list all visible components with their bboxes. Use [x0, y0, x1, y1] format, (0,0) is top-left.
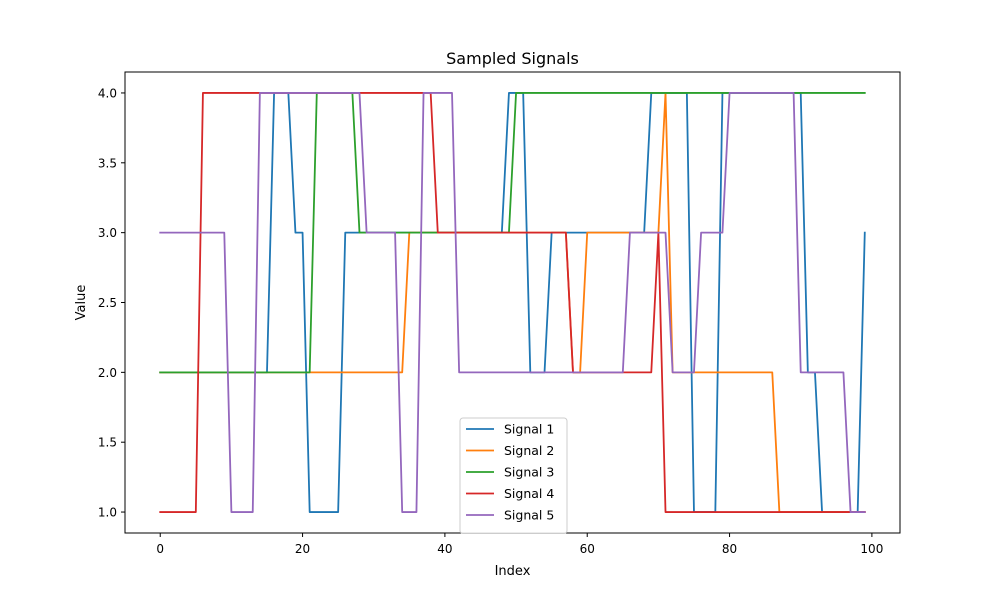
legend-label-1: Signal 1 — [504, 422, 554, 437]
x-axis: 0 20 40 60 80 100 — [156, 533, 883, 556]
x-tick-label: 20 — [295, 542, 310, 556]
x-axis-label: Index — [495, 564, 531, 579]
legend: Signal 1 Signal 2 Signal 3 Signal 4 Signal 5 — [459, 417, 568, 534]
y-tick-label: 1.0 — [98, 506, 117, 520]
x-tick-label: 80 — [722, 542, 737, 556]
x-tick-label: 100 — [860, 542, 883, 556]
series-line-5 — [159, 92, 866, 513]
x-tick-label: 0 — [156, 542, 164, 556]
x-tick-label: 60 — [580, 542, 595, 556]
chart-title: Sampled Signals — [446, 49, 579, 68]
legend-label-3: Signal 3 — [504, 465, 554, 480]
y-axis: 1.0 1.5 2.0 2.5 3.0 3.5 4.0 — [98, 86, 125, 520]
y-tick-label: 4.0 — [98, 86, 117, 100]
x-tick-label: 40 — [437, 542, 452, 556]
y-tick-label: 3.5 — [98, 156, 117, 170]
legend-box — [459, 417, 568, 534]
series-lines — [159, 92, 866, 513]
y-tick-label: 3.0 — [98, 226, 117, 240]
legend-label-2: Signal 2 — [504, 443, 554, 458]
legend-label-5: Signal 5 — [504, 508, 554, 523]
y-axis-label: Value — [74, 285, 89, 321]
y-tick-label: 1.5 — [98, 436, 117, 450]
legend-label-4: Signal 4 — [504, 486, 554, 501]
y-tick-label: 2.5 — [98, 296, 117, 310]
y-tick-label: 2.0 — [98, 366, 117, 380]
